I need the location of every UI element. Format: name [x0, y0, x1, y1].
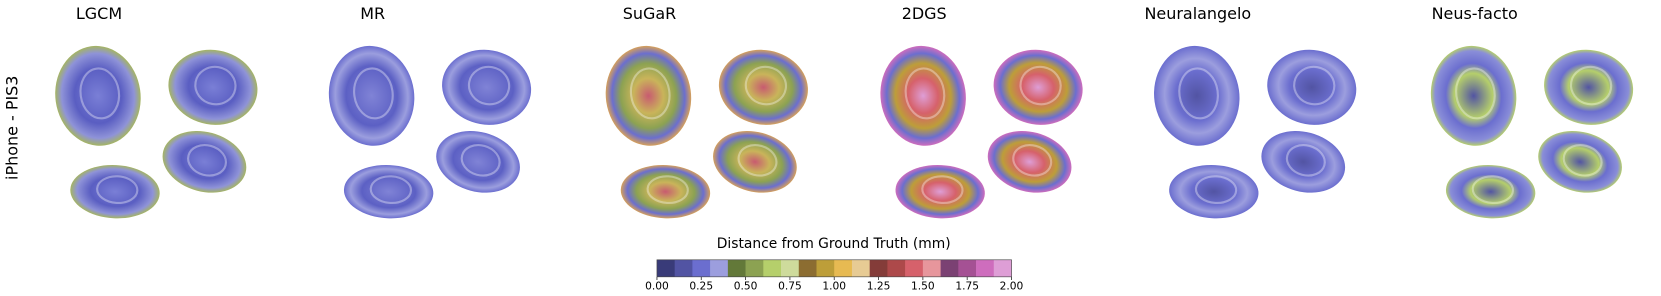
- mesh-render: [1544, 49, 1634, 125]
- mesh-render: [713, 131, 797, 193]
- mesh-detail: [1471, 175, 1515, 205]
- mesh-render: [895, 164, 985, 219]
- colorbar-title: Distance from Ground Truth (mm): [717, 236, 951, 252]
- mesh-detail: [1562, 144, 1603, 177]
- colorbar-swatch: [816, 259, 835, 277]
- mesh-render: [1445, 164, 1536, 219]
- colorbar-swatch: [674, 259, 693, 277]
- mesh-render: [1267, 49, 1357, 125]
- colorbar-swatch: [887, 259, 906, 277]
- colorbar-swatch: [958, 259, 977, 277]
- mesh-render: [1154, 45, 1240, 146]
- mesh-detail: [369, 175, 413, 205]
- mesh-detail: [187, 144, 228, 177]
- colorbar-swatch: [905, 259, 924, 277]
- mesh-render: [605, 45, 692, 146]
- colorbar-swatch: [745, 259, 764, 277]
- colorbar-tick-label: 0.75: [778, 280, 802, 293]
- colorbar-tick-label: 1.50: [911, 280, 935, 293]
- colorbar-swatch: [692, 259, 711, 277]
- mesh-render: [442, 49, 532, 125]
- mesh-detail: [79, 67, 121, 120]
- mesh-render: [1430, 45, 1517, 146]
- mesh-detail: [1012, 144, 1053, 177]
- colorbar-swatch: [869, 259, 888, 277]
- mesh-render: [70, 164, 160, 219]
- mesh-detail: [646, 175, 689, 205]
- mesh-detail: [1285, 144, 1326, 177]
- mesh-render: [162, 131, 247, 193]
- mesh-detail: [467, 65, 511, 106]
- colorbar-swatch: [993, 259, 1012, 277]
- mesh-detail: [96, 175, 139, 205]
- mesh-render: [880, 45, 966, 146]
- colorbar-tick-label: 0.25: [689, 280, 713, 293]
- mesh-detail: [1194, 175, 1238, 205]
- mesh-detail: [1178, 67, 1219, 120]
- colorbar-swatch: [727, 259, 746, 277]
- colorbar-tick-label: 2.00: [1000, 280, 1024, 293]
- colorbar-swatch: [834, 259, 853, 277]
- mesh-detail: [904, 67, 946, 120]
- row-label: iPhone - PIS3: [2, 76, 21, 180]
- colorbar-swatch: [922, 259, 941, 277]
- mesh-render: [55, 45, 141, 146]
- mesh-detail: [1569, 65, 1613, 106]
- column-title: MR: [360, 4, 385, 23]
- mesh-render: [168, 49, 258, 125]
- mesh-detail: [460, 144, 501, 177]
- mesh-detail: [1455, 67, 1496, 120]
- colorbar-tick-label: 1.25: [867, 280, 891, 293]
- colorbar-swatch: [940, 259, 959, 277]
- mesh-render: [993, 49, 1083, 125]
- mesh-detail: [737, 144, 778, 177]
- column-title: Neus-facto: [1432, 4, 1518, 23]
- mesh-render: [343, 164, 434, 219]
- colorbar-swatch: [763, 259, 782, 277]
- colorbar-swatch: [710, 259, 729, 277]
- colorbar-tick-label: 1.00: [822, 280, 846, 293]
- mesh-detail: [353, 67, 394, 120]
- column-title: LGCM: [76, 4, 122, 23]
- mesh-detail: [194, 65, 237, 106]
- mesh-render: [1538, 131, 1622, 193]
- column-title: Neuralangelo: [1144, 4, 1251, 23]
- mesh-render: [1261, 131, 1346, 193]
- mesh-detail: [629, 67, 671, 120]
- mesh-detail: [1293, 65, 1336, 106]
- mesh-render: [987, 131, 1072, 193]
- colorbar-swatch: [781, 259, 800, 277]
- colorbar-swatch: [656, 259, 675, 277]
- colorbar-tick-label: 1.75: [955, 280, 979, 293]
- colorbar-tick-label: 0.50: [734, 280, 758, 293]
- colorbar-tick-label: 0.00: [645, 280, 669, 293]
- column-title: 2DGS: [902, 4, 947, 23]
- mesh-detail: [921, 175, 964, 205]
- mesh-render: [718, 49, 808, 125]
- mesh-render: [620, 164, 711, 219]
- mesh-detail: [744, 65, 788, 106]
- mesh-detail: [1019, 65, 1062, 106]
- mesh-render: [436, 131, 520, 193]
- colorbar-swatch: [798, 259, 817, 277]
- column-title: SuGaR: [623, 4, 677, 23]
- colorbar-swatch: [976, 259, 995, 277]
- mesh-render: [328, 45, 415, 146]
- colorbar-swatch: [851, 259, 871, 277]
- mesh-render: [1169, 164, 1259, 219]
